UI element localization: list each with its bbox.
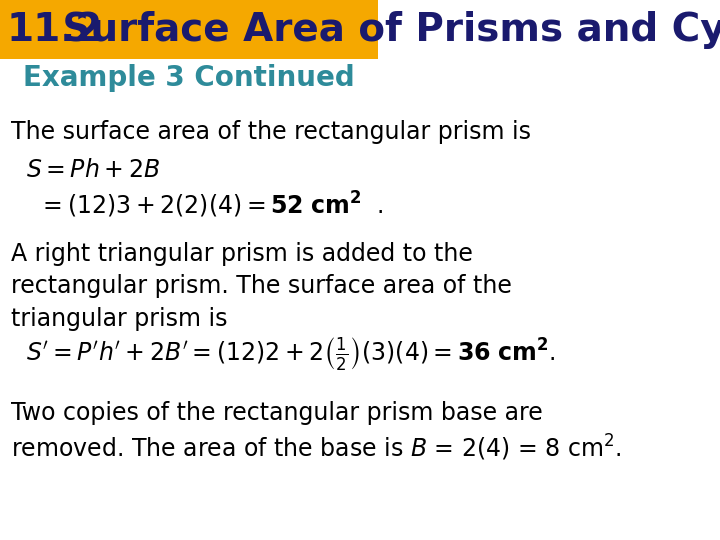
Text: Surface Area of Prisms and Cylinders: Surface Area of Prisms and Cylinders: [49, 11, 720, 49]
Text: A right triangular prism is added to the: A right triangular prism is added to the: [12, 242, 473, 266]
Text: 11.2: 11.2: [6, 11, 103, 49]
Text: The surface area of the rectangular prism is: The surface area of the rectangular pris…: [12, 120, 531, 144]
Text: Example 3 Continued: Example 3 Continued: [23, 64, 355, 92]
Text: $S' = P'h' + 2B' = (12)2 + 2\left(\frac{1}{2}\right)(3)(4) = \mathbf{36}$ $\math: $S' = P'h' + 2B' = (12)2 + 2\left(\frac{…: [27, 335, 556, 372]
FancyBboxPatch shape: [0, 0, 378, 59]
Text: rectangular prism. The surface area of the: rectangular prism. The surface area of t…: [12, 274, 512, 298]
Text: $= (12)3 + 2(2)(4) = \mathbf{52}$ $\mathbf{cm^2}$  .: $= (12)3 + 2(2)(4) = \mathbf{52}$ $\math…: [38, 190, 384, 220]
Text: Two copies of the rectangular prism base are: Two copies of the rectangular prism base…: [12, 401, 543, 425]
Text: removed. The area of the base is $B$ = 2(4) = 8 cm$^2$.: removed. The area of the base is $B$ = 2…: [12, 433, 622, 463]
Text: $S = Ph + 2B$: $S = Ph + 2B$: [27, 158, 161, 182]
Text: triangular prism is: triangular prism is: [12, 307, 228, 330]
